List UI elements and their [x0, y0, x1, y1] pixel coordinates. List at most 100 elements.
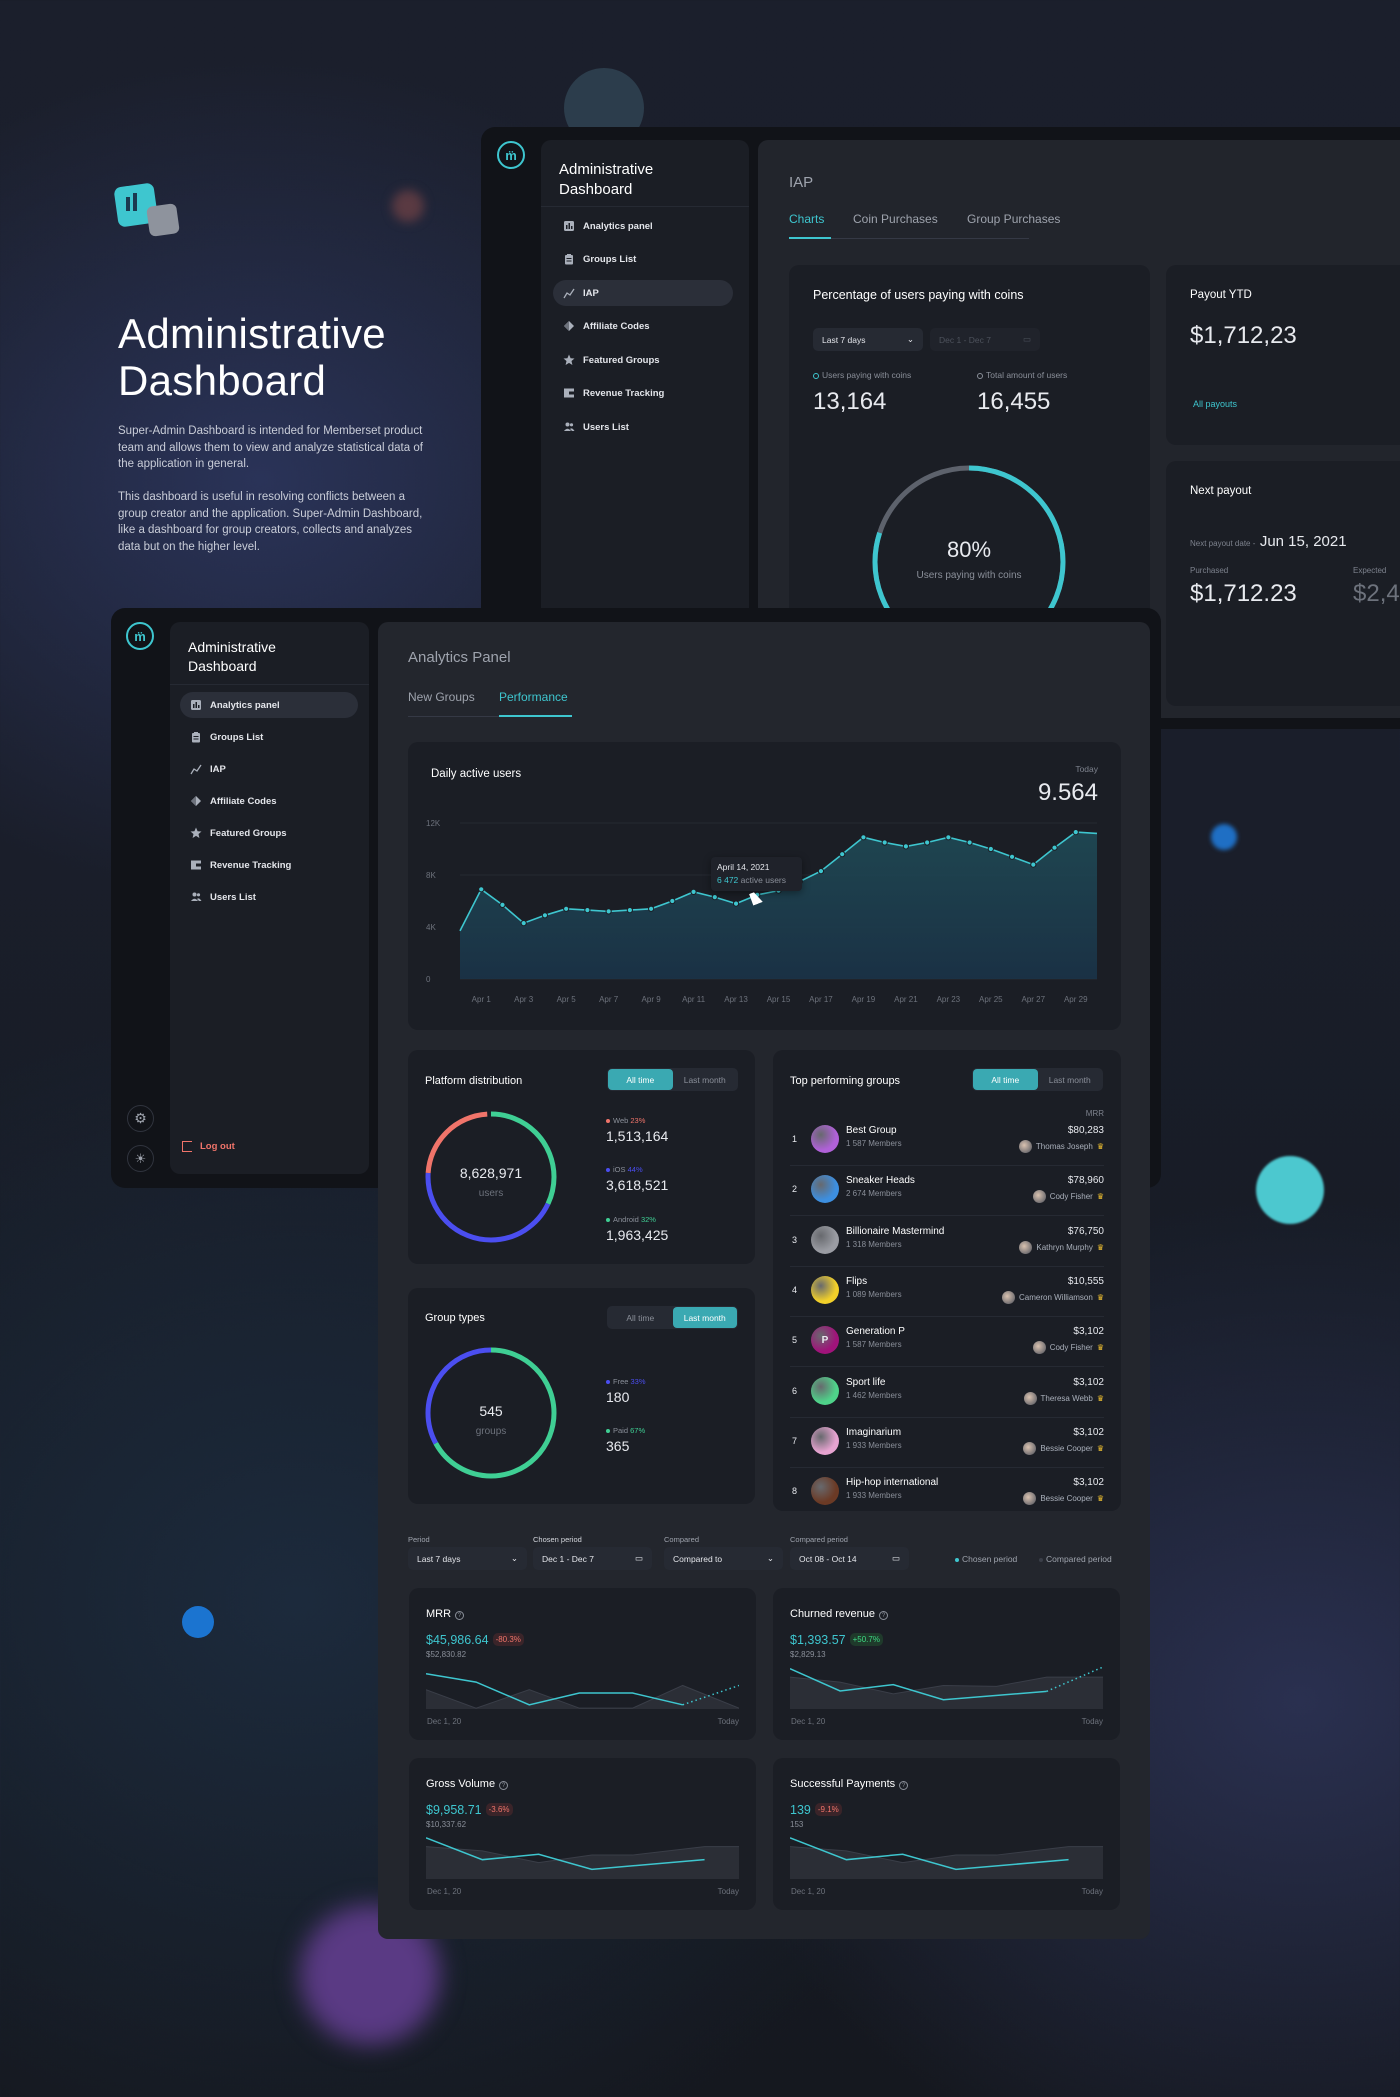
dau-point[interactable]: [584, 907, 591, 914]
help-icon[interactable]: ?: [455, 1611, 465, 1620]
table-row[interactable]: 6 Sport life 1 462 Members $3,102 Theresa We…: [773, 1369, 1121, 1413]
help-icon[interactable]: ?: [899, 1781, 909, 1790]
crown-icon: ♛: [1096, 1443, 1104, 1453]
x-tick-label: Apr 15: [767, 995, 791, 1004]
toggle-all-time[interactable]: All time: [973, 1069, 1038, 1090]
dau-point[interactable]: [881, 839, 888, 846]
sidebar-item-affiliate-codes[interactable]: Affiliate Codes: [180, 788, 358, 814]
dau-point[interactable]: [1030, 861, 1037, 868]
period-select[interactable]: Last 7 days ⌄: [408, 1547, 527, 1570]
diamond-tag-icon: [564, 321, 574, 331]
dau-point[interactable]: [817, 868, 825, 875]
compared-period-picker[interactable]: Oct 08 - Oct 14 ▭: [790, 1547, 909, 1570]
dau-point[interactable]: [987, 845, 994, 853]
dau-point[interactable]: [499, 901, 506, 908]
sidebar-item-featured-groups[interactable]: Featured Groups: [180, 820, 358, 846]
sidebar-item-revenue-tracking[interactable]: Revenue Tracking: [180, 852, 358, 878]
tab-new-groups[interactable]: New Groups: [408, 690, 475, 704]
table-row[interactable]: 3 Billionaire Mastermind 1 318 Members $76,…: [773, 1218, 1121, 1262]
dau-point[interactable]: [1072, 829, 1079, 836]
chosen-period-picker[interactable]: Dec 1 - Dec 7 ▭: [533, 1547, 652, 1570]
dau-point[interactable]: [966, 839, 973, 846]
table-row[interactable]: 7 Imaginarium 1 933 Members $3,102 Bessie Co…: [773, 1419, 1121, 1463]
sidebar-item-groups-list[interactable]: Groups List: [553, 246, 733, 272]
table-row[interactable]: 5 P Generation P 1 587 Members $3,102 Cody Fi…: [773, 1318, 1121, 1362]
dau-point[interactable]: [1008, 853, 1016, 860]
table-row[interactable]: 4 Flips 1 089 Members $10,555 Cameron Willia…: [773, 1268, 1121, 1312]
card-title: Payout YTD: [1190, 289, 1252, 301]
table-row[interactable]: 8 Hip-hop international 1 933 Members $3,10…: [773, 1469, 1121, 1511]
dau-chart: 0 4K 8K 12K Apr 1 Apr 3 Apr 5 Apr 7 Apr 9 Apr 11 A…: [426, 819, 1098, 1004]
settings-button[interactable]: ⚙: [127, 1105, 154, 1132]
group-name: Imaginarium: [846, 1426, 902, 1438]
dau-point[interactable]: [902, 843, 909, 850]
group-owner: Cody Fisher ♛: [1032, 1341, 1104, 1355]
dau-point[interactable]: [690, 888, 697, 895]
crown-icon: ♛: [1096, 1292, 1104, 1302]
tab-charts[interactable]: Charts: [789, 212, 825, 226]
period-select[interactable]: Last 7 days ⌄: [813, 328, 923, 351]
group-members: 1 089 Members: [846, 1289, 902, 1299]
dau-point[interactable]: [924, 839, 931, 846]
dau-point[interactable]: [732, 900, 740, 907]
theme-toggle-button[interactable]: ☀: [127, 1145, 154, 1172]
sidebar-item-revenue-tracking[interactable]: Revenue Tracking: [553, 380, 733, 406]
dau-point[interactable]: [626, 907, 633, 914]
sidebar-item-groups-list[interactable]: Groups List: [180, 724, 358, 750]
app-logo-icon[interactable]: m̈: [126, 622, 154, 650]
toggle-last-month[interactable]: Last month: [672, 1307, 737, 1328]
dau-point[interactable]: [648, 905, 655, 912]
help-icon[interactable]: ?: [499, 1781, 509, 1790]
star-icon: [190, 827, 202, 838]
table-row[interactable]: 1 Best Group 1 587 Members $80,283 Thomas Jo…: [773, 1117, 1121, 1161]
sidebar-item-affiliate-codes[interactable]: Affiliate Codes: [553, 313, 733, 339]
dau-point[interactable]: [669, 897, 676, 905]
sidebar-item-analytics-panel[interactable]: Analytics panel: [553, 213, 733, 239]
tab-group-purchases[interactable]: Group Purchases: [967, 212, 1061, 226]
y-tick-label: 0: [426, 975, 431, 984]
toggle-all-time[interactable]: All time: [626, 1312, 655, 1323]
dau-point[interactable]: [1051, 844, 1058, 851]
table-row[interactable]: 2 Sneaker Heads 2 674 Members $78,960 Cody F…: [773, 1167, 1121, 1211]
sidebar-item-featured-groups[interactable]: Featured Groups: [553, 347, 733, 373]
app-logo-icon[interactable]: m̈: [497, 141, 525, 169]
x-tick-label: Apr 21: [894, 995, 918, 1004]
group-name: Hip-hop international: [846, 1477, 939, 1489]
rank: 8: [792, 1486, 798, 1497]
previous-value: $10,337.62: [426, 1820, 467, 1829]
tab-coin-purchases[interactable]: Coin Purchases: [853, 212, 938, 226]
payout-ytd-card: Payout YTD $1,712,23 All payouts: [1166, 265, 1400, 445]
line-chart-icon: [563, 288, 575, 299]
dau-point[interactable]: [563, 905, 570, 912]
group-avatar: [811, 1175, 839, 1204]
chevron-down-icon: ⌄: [906, 334, 914, 344]
date-range-picker[interactable]: Dec 1 - Dec 7 ▭: [930, 328, 1040, 351]
compared-period-label: Compared period: [790, 1535, 848, 1544]
sidebar: Administrative Dashboard Analytics panel G…: [541, 140, 749, 640]
sidebar-item-iap[interactable]: IAP: [553, 280, 733, 306]
help-icon[interactable]: ?: [879, 1611, 889, 1620]
sidebar-item-analytics-panel[interactable]: Analytics panel: [180, 692, 358, 718]
toggle-all-time[interactable]: All time: [608, 1069, 673, 1090]
chosen-line: [790, 1667, 1047, 1701]
sidebar-item-users-list[interactable]: Users List: [180, 884, 358, 910]
gear-icon: ⚙: [134, 1110, 147, 1126]
sidebar-item-iap[interactable]: IAP: [180, 756, 358, 782]
dau-point[interactable]: [541, 912, 549, 919]
toggle-last-month[interactable]: Last month: [683, 1074, 726, 1085]
tab-performance[interactable]: Performance: [499, 690, 568, 704]
dau-point[interactable]: [605, 908, 612, 915]
logout-button[interactable]: Log out: [172, 1133, 235, 1159]
toggle-last-month[interactable]: Last month: [1048, 1074, 1091, 1085]
dau-point[interactable]: [711, 894, 718, 901]
dau-point[interactable]: [945, 834, 952, 841]
dau-point[interactable]: [839, 851, 846, 858]
dau-point[interactable]: [478, 886, 485, 893]
all-payouts-link[interactable]: All payouts: [1193, 399, 1238, 409]
dau-point[interactable]: [754, 891, 761, 898]
compared-select[interactable]: Compared to ⌄: [664, 1547, 783, 1570]
dau-point[interactable]: [520, 920, 527, 927]
sparkline-chart: [790, 1667, 1103, 1709]
sidebar-item-users-list[interactable]: Users List: [553, 414, 733, 440]
dau-point[interactable]: [860, 834, 867, 841]
